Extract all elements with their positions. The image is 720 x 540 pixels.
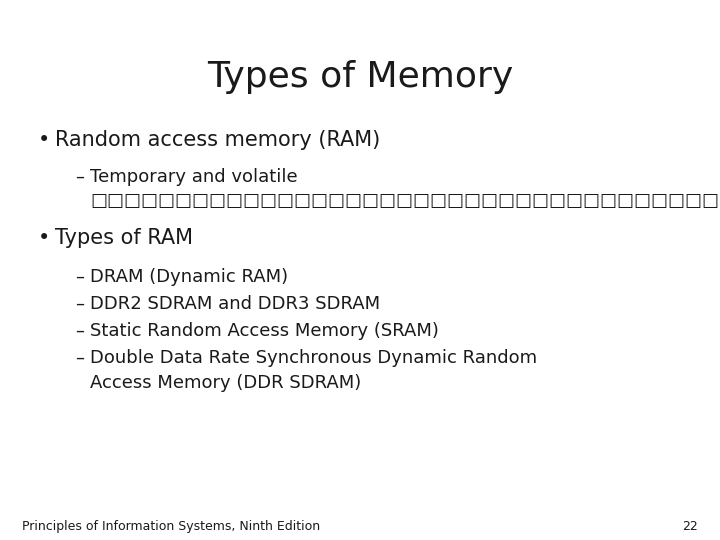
Text: Access Memory (DDR SDRAM): Access Memory (DDR SDRAM) xyxy=(90,374,361,392)
Text: DDR2 SDRAM and DDR3 SDRAM: DDR2 SDRAM and DDR3 SDRAM xyxy=(90,295,380,313)
Text: Double Data Rate Synchronous Dynamic Random: Double Data Rate Synchronous Dynamic Ran… xyxy=(90,349,537,367)
Text: Principles of Information Systems, Ninth Edition: Principles of Information Systems, Ninth… xyxy=(22,520,320,533)
Text: □□□□□□□□□□□□□□□□□□□□□□□□□□□□□□□□□□□□□□□□□□□□□□□□: □□□□□□□□□□□□□□□□□□□□□□□□□□□□□□□□□□□□□□□□… xyxy=(90,192,720,210)
Text: Types of Memory: Types of Memory xyxy=(207,60,513,94)
Text: •: • xyxy=(38,130,50,150)
Text: 22: 22 xyxy=(683,520,698,533)
Text: Temporary and volatile: Temporary and volatile xyxy=(90,168,297,186)
Text: –: – xyxy=(75,295,84,313)
Text: Types of RAM: Types of RAM xyxy=(55,228,193,248)
Text: –: – xyxy=(75,322,84,340)
Text: Random access memory (RAM): Random access memory (RAM) xyxy=(55,130,380,150)
Text: DRAM (Dynamic RAM): DRAM (Dynamic RAM) xyxy=(90,268,288,286)
Text: Static Random Access Memory (SRAM): Static Random Access Memory (SRAM) xyxy=(90,322,439,340)
Text: •: • xyxy=(38,228,50,248)
Text: –: – xyxy=(75,349,84,367)
Text: –: – xyxy=(75,168,84,186)
Text: –: – xyxy=(75,268,84,286)
